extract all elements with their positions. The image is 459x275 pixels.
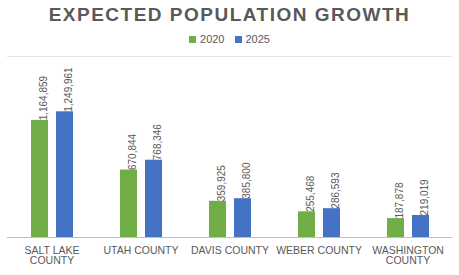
svg-text:1,249,961: 1,249,961 xyxy=(63,67,74,112)
svg-text:670,844: 670,844 xyxy=(127,133,138,170)
svg-text:187,878: 187,878 xyxy=(394,182,405,219)
html-text:2020: 2020 xyxy=(200,33,225,45)
svg-text:1,164,859: 1,164,859 xyxy=(38,75,49,120)
svg-text:WEBER COUNTY: WEBER COUNTY xyxy=(276,244,362,256)
svg-text:219,019: 219,019 xyxy=(419,179,430,216)
svg-text:385,800: 385,800 xyxy=(241,162,252,199)
svg-text:255,468: 255,468 xyxy=(305,175,316,212)
svg-text:WASHINGTONCOUNTY: WASHINGTONCOUNTY xyxy=(372,244,444,267)
html-text:EXPECTED POPULATION GROWTH: EXPECTED POPULATION GROWTH xyxy=(48,4,411,25)
svg-text:768,346: 768,346 xyxy=(152,124,163,161)
svg-text:SALT LAKECOUNTY: SALT LAKECOUNTY xyxy=(24,244,79,267)
svg-text:286,593: 286,593 xyxy=(330,172,341,209)
svg-text:UTAH COUNTY: UTAH COUNTY xyxy=(103,244,178,256)
svg-text:DAVIS COUNTY: DAVIS COUNTY xyxy=(191,244,269,256)
html-text:2025: 2025 xyxy=(245,33,270,45)
svg-text:359,925: 359,925 xyxy=(216,165,227,202)
